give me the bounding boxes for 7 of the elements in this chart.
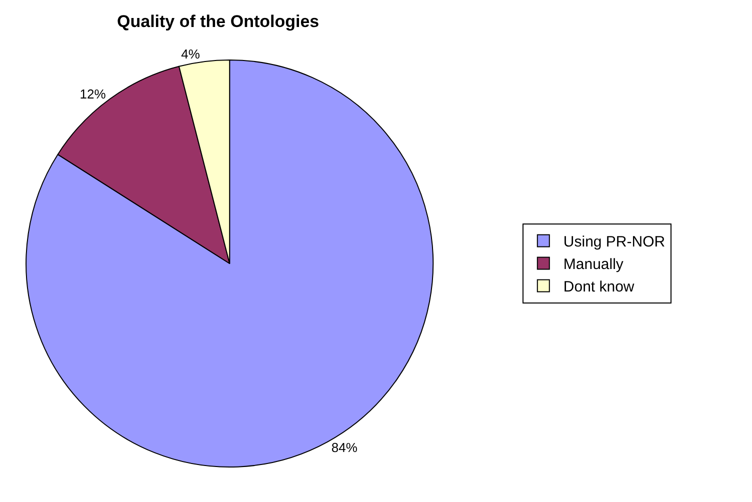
data-label: 12% — [80, 86, 106, 102]
legend-label: Manually — [563, 256, 624, 274]
chart-title: Quality of the Ontologies — [117, 12, 320, 31]
legend-label: Dont know — [563, 278, 634, 296]
data-label: 84% — [331, 440, 358, 456]
data-label: 4% — [181, 46, 200, 62]
legend-label: Using PR-NOR — [563, 234, 666, 251]
